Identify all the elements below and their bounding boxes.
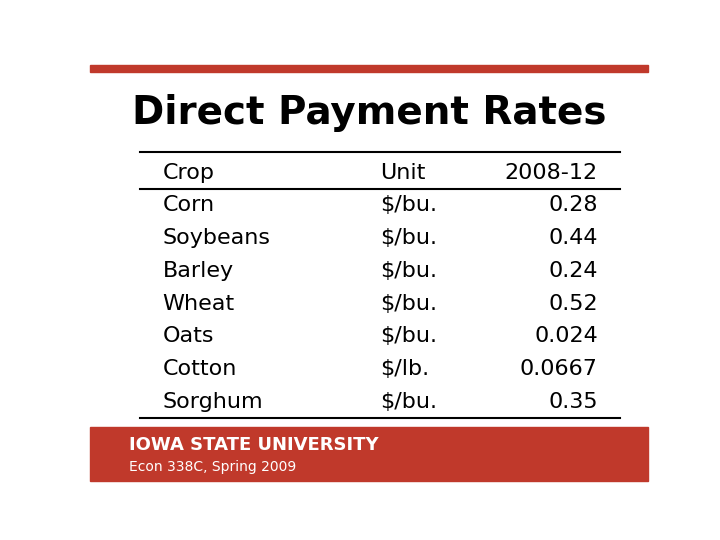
Text: $/bu.: $/bu. [380, 261, 437, 281]
Text: Corn: Corn [163, 195, 215, 215]
Text: $/bu.: $/bu. [380, 294, 437, 314]
Text: Wheat: Wheat [163, 294, 235, 314]
Text: 0.24: 0.24 [549, 261, 598, 281]
Text: 0.44: 0.44 [549, 228, 598, 248]
Text: 2008-12: 2008-12 [505, 163, 598, 183]
Text: Econ 338C, Spring 2009: Econ 338C, Spring 2009 [129, 460, 297, 474]
Text: 0.35: 0.35 [548, 392, 598, 412]
Text: 0.024: 0.024 [534, 326, 598, 346]
Text: Cotton: Cotton [163, 359, 237, 379]
Text: $/lb.: $/lb. [380, 359, 429, 379]
Text: Barley: Barley [163, 261, 234, 281]
Text: 0.0667: 0.0667 [520, 359, 598, 379]
Bar [90, 427, 648, 481]
Text: IOWA STATE UNIVERSITY: IOWA STATE UNIVERSITY [129, 436, 379, 455]
Text: 0.52: 0.52 [548, 294, 598, 314]
Text: Oats: Oats [163, 326, 214, 346]
Text: $/bu.: $/bu. [380, 228, 437, 248]
Text: Sorghum: Sorghum [163, 392, 264, 412]
Text: Soybeans: Soybeans [163, 228, 271, 248]
Text: $/bu.: $/bu. [380, 392, 437, 412]
Text: Direct Payment Rates: Direct Payment Rates [132, 94, 606, 132]
Text: $/bu.: $/bu. [380, 326, 437, 346]
Text: Crop: Crop [163, 163, 215, 183]
Text: 0.28: 0.28 [549, 195, 598, 215]
Text: $/bu.: $/bu. [380, 195, 437, 215]
Text: Unit: Unit [380, 163, 426, 183]
Bar [90, 65, 648, 72]
